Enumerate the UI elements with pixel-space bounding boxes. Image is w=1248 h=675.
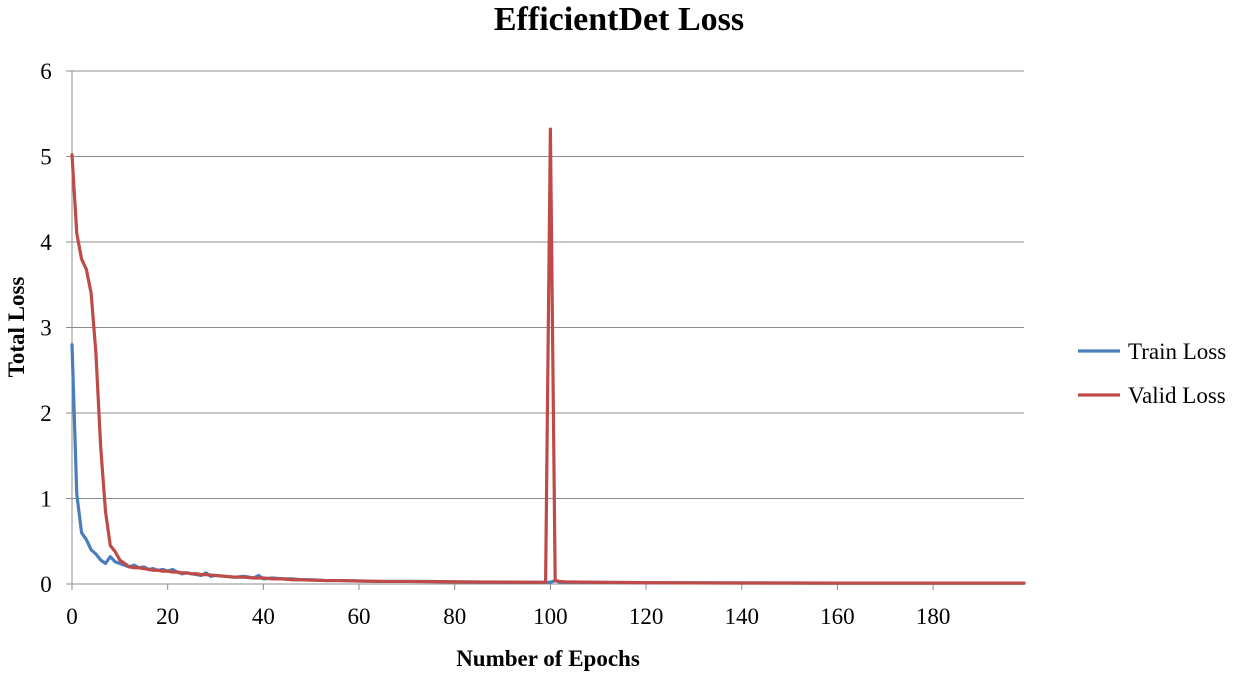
series-lines bbox=[70, 127, 1026, 585]
gridlines bbox=[66, 70, 1024, 499]
y-tick-label: 2 bbox=[40, 401, 52, 426]
x-tick-label: 80 bbox=[443, 604, 466, 629]
x-tick-label: 100 bbox=[533, 604, 568, 629]
x-tick-labels: 0 20 40 60 80 100 120 140 160 180 bbox=[66, 604, 950, 629]
y-tick-label: 1 bbox=[40, 487, 52, 512]
y-tick-label: 3 bbox=[40, 316, 52, 341]
x-axis-label: Number of Epochs bbox=[456, 646, 640, 671]
x-tick-label: 40 bbox=[252, 604, 275, 629]
y-tick-label: 0 bbox=[40, 572, 52, 597]
y-tick-labels: 0 1 2 3 4 5 6 bbox=[40, 59, 52, 597]
x-tick-label: 160 bbox=[820, 604, 855, 629]
chart-title: EfficientDet Loss bbox=[494, 1, 744, 38]
y-tick-label: 6 bbox=[40, 59, 52, 84]
legend-label: Train Loss bbox=[1128, 339, 1226, 364]
x-tick-label: 0 bbox=[66, 604, 78, 629]
y-tick-label: 4 bbox=[40, 230, 52, 255]
x-tick-label: 140 bbox=[724, 604, 759, 629]
x-tick-label: 180 bbox=[916, 604, 951, 629]
x-tick-label: 60 bbox=[348, 604, 371, 629]
series-line-valid-loss bbox=[70, 127, 1026, 585]
x-tick-label: 20 bbox=[156, 604, 179, 629]
x-tick-label: 120 bbox=[629, 604, 664, 629]
y-tick-label: 5 bbox=[40, 145, 52, 170]
legend: Train Loss Valid Loss bbox=[1078, 339, 1226, 408]
y-axis-label: Total Loss bbox=[4, 277, 29, 378]
legend-label: Valid Loss bbox=[1128, 383, 1226, 408]
